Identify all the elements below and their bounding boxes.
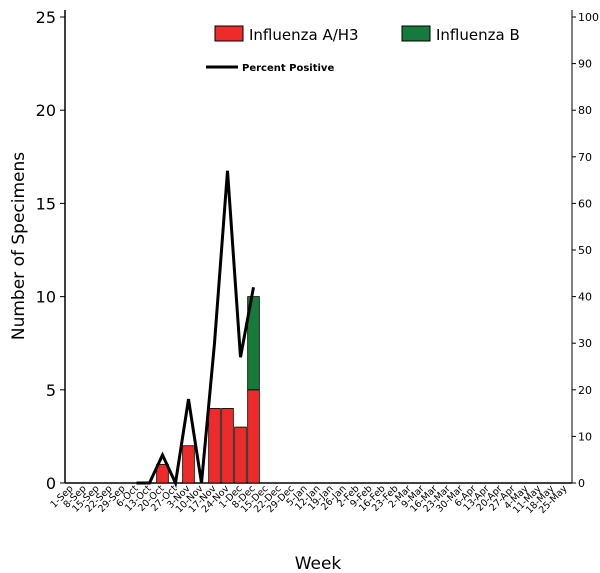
y2-tick-label: 10 (578, 430, 592, 443)
y-tick-label: 20 (36, 101, 56, 120)
percent-positive-line-group (136, 170, 255, 489)
y-tick-label: 0 (46, 474, 56, 493)
bar-influenza-a (221, 408, 234, 484)
x-axis-title: Week (295, 554, 342, 573)
y2-tick-label: 70 (578, 151, 592, 164)
bar-influenza-a (247, 389, 260, 484)
y-tick-label: 25 (36, 8, 56, 27)
bar-influenza-a (156, 463, 169, 484)
legend-label-influenza-b: Influenza B (436, 26, 520, 44)
bars (156, 296, 260, 484)
y2-tick-label: 40 (578, 291, 592, 304)
bar-influenza-a (182, 445, 195, 484)
legend-swatch-influenza-a (214, 25, 244, 42)
legend-label-influenza-a: Influenza A/H3 (249, 26, 359, 44)
y2-tick-label: 60 (578, 197, 592, 210)
y-tick-label: 10 (36, 288, 56, 307)
bar-influenza-b (247, 296, 260, 391)
legend-label-percent-positive: Percent Positive (242, 63, 334, 74)
y2-tick-label: 50 (578, 244, 592, 257)
legend-swatch-influenza-b (401, 25, 431, 42)
y2-tick-label: 20 (578, 384, 592, 397)
y2-tick-label: 80 (578, 104, 592, 117)
y2-tick-label: 30 (578, 337, 592, 350)
plot-frame (64, 10, 573, 484)
bar-influenza-a (208, 408, 221, 484)
y2-tick-label: 90 (578, 58, 592, 71)
y2-tick-label: 0 (578, 477, 585, 490)
y-axis-title: Number of Specimens (9, 152, 29, 340)
y-axis-ticks: 0 5 10 15 20 25 (36, 8, 65, 493)
percent-positive-line (136, 170, 255, 489)
x-axis-ticks: 1-Sep8-Sep15-Sep22-Sep29-Sep6-Oct13-Oct2… (48, 483, 569, 516)
y2-tick-label: 100 (578, 11, 599, 24)
legend: Influenza A/H3 Influenza B Percent Posit… (206, 25, 520, 74)
bar-influenza-a (234, 426, 247, 484)
y-tick-label: 5 (46, 381, 56, 400)
y-tick-label: 15 (36, 194, 56, 213)
y2-axis-ticks: 0 10 20 30 40 50 60 70 80 90 100 (572, 11, 599, 490)
